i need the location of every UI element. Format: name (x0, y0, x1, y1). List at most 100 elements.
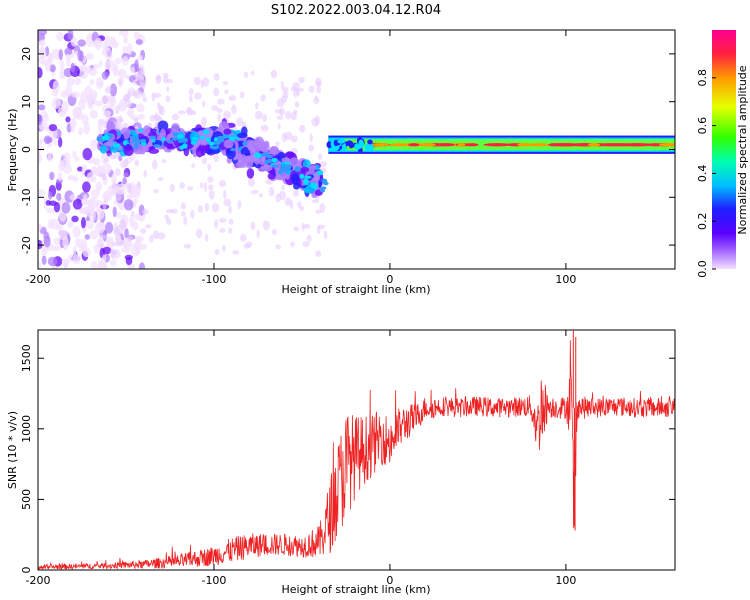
y-tick-label: -10 (20, 188, 33, 206)
heat-cell (171, 113, 180, 121)
heat-cell-peak (176, 134, 184, 139)
heat-cell (90, 139, 99, 151)
heat-cell (306, 234, 312, 242)
heat-cell (97, 118, 106, 125)
heat-cell (80, 217, 86, 229)
y-tick-label: 0 (20, 146, 33, 153)
heat-cell-peak (179, 145, 185, 150)
heat-cell (279, 108, 286, 116)
heat-cell (38, 152, 42, 165)
heat-cell (191, 163, 196, 168)
heat-cell (260, 94, 266, 102)
heat-cell (235, 117, 244, 127)
heat-cell (284, 197, 292, 206)
heat-cell (82, 147, 93, 161)
figure-title: S102.2022.003.04.12.R04 (271, 3, 441, 18)
heat-cell (113, 227, 120, 236)
heat-cell (219, 228, 226, 233)
heat-cell (315, 80, 322, 88)
heat-cell (85, 34, 94, 48)
heat-cell-peak (101, 135, 110, 141)
heat-cell (186, 106, 192, 114)
heat-cell (85, 216, 90, 222)
heat-cell (194, 92, 202, 100)
heat-cell (228, 205, 232, 214)
heat-cell (103, 35, 110, 43)
heat-cell (317, 224, 326, 230)
heat-cell (141, 209, 149, 215)
band-core (517, 143, 533, 147)
heat-cell (104, 86, 112, 94)
heat-cell (80, 238, 88, 251)
x-tick-label: -200 (26, 574, 51, 587)
heat-cell (106, 239, 114, 249)
heat-cell (179, 182, 185, 189)
heat-cell (143, 169, 148, 178)
heat-cell (138, 78, 146, 86)
heat-cell (207, 163, 212, 171)
heat-cell (228, 218, 234, 225)
heat-cell (131, 90, 140, 97)
heat-cell (250, 189, 259, 195)
heat-cell-peak (172, 132, 179, 137)
heat-cell (166, 143, 174, 150)
heat-cell (104, 158, 110, 163)
heat-cell (163, 76, 169, 84)
y-tick-label: 500 (20, 489, 33, 510)
heat-cell (149, 234, 154, 243)
colorbar-tick-label: 0.2 (696, 212, 709, 230)
heat-cell (38, 114, 43, 126)
heat-cell (231, 104, 237, 115)
heat-cell (279, 190, 286, 201)
heat-cell (65, 116, 71, 123)
heat-cell (202, 100, 206, 108)
heat-cell-peak (217, 135, 225, 140)
heat-cell-peak (313, 184, 318, 190)
heat-cell (250, 70, 255, 76)
spectrogram-marks (38, 30, 675, 269)
heat-cell (114, 168, 121, 177)
heat-cell (292, 81, 300, 89)
heat-cell (102, 200, 107, 210)
heat-cell (166, 86, 170, 92)
heat-cell (243, 71, 249, 78)
heat-cell (67, 30, 74, 41)
heat-cell-peak (149, 135, 156, 140)
heat-cell (223, 198, 232, 207)
snr-y-ticks: 0 500 1000 1500 (20, 344, 675, 574)
heat-cell (130, 66, 136, 73)
heat-cell (294, 101, 300, 108)
heat-cell (122, 159, 129, 168)
heat-cell (77, 49, 83, 62)
heat-cell (47, 256, 58, 267)
heat-cell (183, 243, 192, 249)
heat-cell (139, 228, 147, 234)
heat-cell (358, 139, 364, 147)
heat-cell (285, 151, 295, 159)
heat-cell (259, 192, 263, 198)
heat-cell (38, 141, 42, 148)
heat-cell (126, 235, 134, 242)
heat-cell (136, 103, 145, 113)
heat-cell (159, 128, 167, 140)
colorbar: 0.0 0.2 0.4 0.6 0.8 Normalized spectral ampl… (696, 30, 749, 278)
heat-cell (316, 85, 321, 94)
heat-cell (104, 221, 114, 234)
heat-cell (224, 89, 229, 95)
heat-cell (134, 159, 140, 167)
heat-cell (152, 188, 159, 194)
heat-cell (51, 48, 61, 60)
heat-cell (275, 141, 280, 146)
heat-cell (203, 182, 208, 192)
spectrogram-y-ticks: -20 -10 0 10 20 (20, 47, 675, 254)
heat-cell (109, 259, 117, 267)
colorbar-label: Normalized spectral amplitude (736, 65, 749, 234)
heat-cell (48, 123, 58, 132)
heat-cell (201, 157, 208, 165)
heat-cell (71, 215, 79, 223)
heat-cell-peak (321, 178, 328, 185)
heat-cell (311, 199, 320, 204)
heat-cell-peak (131, 137, 140, 144)
snr-frame (37, 329, 676, 571)
